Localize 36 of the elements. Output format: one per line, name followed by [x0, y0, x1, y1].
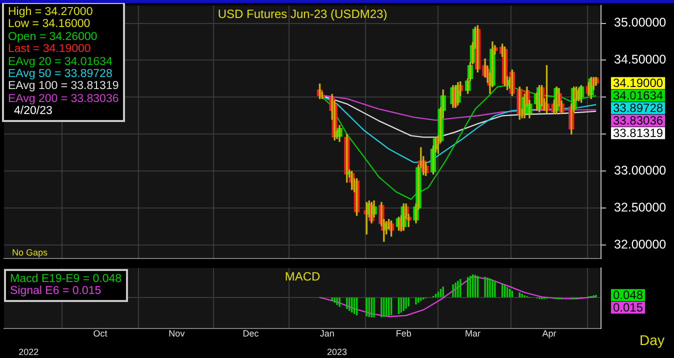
- annotation: High = 34.27000: [8, 6, 94, 18]
- y-tick-label: 35.00000: [614, 16, 666, 30]
- text: 33.83036: [613, 113, 664, 128]
- text: EAvg 20 = 34.01634: [8, 56, 114, 68]
- x-tick-label: Apr: [542, 328, 556, 338]
- text: Signal E6 = 0.015: [10, 285, 102, 298]
- chart-title: USD Futures Jun-23 (USDM23): [218, 6, 388, 21]
- text: 34.01634: [613, 88, 664, 102]
- text: 33.81319: [613, 126, 664, 140]
- annotation: Low = 34.16000: [8, 18, 92, 31]
- x-tick-label: Nov: [168, 328, 186, 338]
- text: EAvg 200 = 33.83036: [8, 92, 119, 106]
- x2-tick-label: 2022: [18, 347, 39, 358]
- text: 0.048: [613, 288, 644, 302]
- x-tick-label: Feb: [396, 328, 412, 338]
- x-tick-label: Dec: [242, 328, 260, 338]
- text: EAvg 100 = 33.81319: [8, 80, 119, 93]
- y-tick-label: 32.50000: [614, 200, 666, 215]
- text: EAvg 50 = 33.89728: [8, 68, 114, 80]
- x-tick-label: Jan: [320, 328, 334, 338]
- annotation: Open = 34.26000: [8, 30, 98, 44]
- x2-tick-label: 2023: [327, 347, 348, 358]
- annotation: No Gaps: [12, 247, 48, 258]
- x-tick-label: Mar: [464, 328, 480, 338]
- y-tick-label: 33.00000: [614, 164, 666, 178]
- text: 33.89728: [613, 100, 664, 115]
- text: 0.015: [613, 300, 644, 314]
- text: 34.19000: [613, 76, 664, 90]
- annotation: 4/20/23: [13, 105, 54, 118]
- text: Macd E19-E9 = 0.048: [10, 273, 122, 286]
- y-tick-label: 34.50000: [614, 52, 666, 67]
- chart-title: MACD: [284, 269, 320, 284]
- y-tick-label: 32.00000: [614, 238, 666, 252]
- annotation: Last = 34.19000: [8, 43, 92, 56]
- text: Day: [640, 332, 664, 348]
- x-tick-label: Oct: [93, 328, 108, 338]
